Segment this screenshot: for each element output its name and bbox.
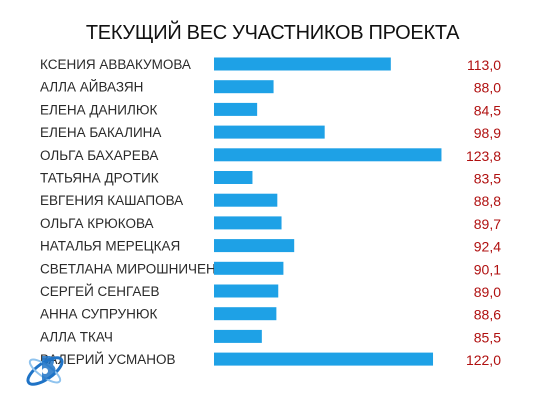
data-label: 122,0 [466, 352, 501, 368]
category-label: ЕЛЕНА БАКАЛИНА [40, 125, 161, 140]
data-label: 89,0 [474, 284, 501, 300]
bar [214, 261, 284, 275]
category-label: ОЛЬГА КРЮКОВА [40, 216, 154, 231]
category-label: СЕРГЕЙ СЕНГАЕВ [40, 284, 159, 299]
category-label: ВАЛЕРИЙ УСМАНОВ [40, 352, 176, 367]
data-label: 90,1 [474, 261, 501, 277]
category-label: ТАТЬЯНА ДРОТИК [40, 171, 159, 186]
data-label: 113,0 [467, 57, 501, 73]
bar [214, 171, 253, 184]
bar [214, 57, 391, 71]
data-label: 98,9 [474, 125, 501, 141]
data-label: 84,5 [474, 102, 501, 118]
data-label: 85,5 [474, 329, 501, 345]
bar [214, 193, 278, 207]
bar [214, 216, 282, 230]
category-label: КСЕНИЯ АВВАКУМОВА [40, 57, 191, 72]
data-label: 88,6 [474, 307, 501, 323]
category-label: ОЛЬГА БАХАРЕВА [40, 148, 158, 163]
category-label: АЛЛА АЙВАЗЯН [40, 80, 143, 95]
bar [214, 80, 274, 94]
chart-title: ТЕКУЩИЙ ВЕС УЧАСТНИКОВ ПРОЕКТА [85, 22, 460, 44]
bar [214, 102, 258, 116]
bar [214, 352, 434, 366]
category-label: НАТАЛЬЯ МЕРЕЦКАЯ [40, 239, 180, 254]
bar [214, 148, 442, 162]
bar [214, 239, 295, 253]
bar [214, 284, 279, 298]
data-label: 92,4 [474, 239, 501, 255]
data-label: 83,5 [474, 171, 501, 187]
category-label: СВЕТЛАНА МИРОШНИЧЕНКО [40, 261, 234, 276]
category-label: АННА СУПРУНЮК [40, 307, 158, 322]
data-label: 89,7 [474, 216, 501, 232]
category-label: ЕЛЕНА ДАНИЛЮК [40, 102, 157, 117]
data-label: 88,0 [474, 80, 501, 96]
bar [214, 329, 262, 343]
bar [214, 307, 277, 321]
bar [214, 125, 325, 139]
logo-icon [26, 356, 64, 386]
category-label: АЛЛА ТКАЧ [40, 329, 113, 344]
data-label: 88,8 [474, 193, 501, 209]
data-label: 123,8 [466, 148, 501, 164]
category-label: ЕВГЕНИЯ КАШАПОВА [40, 193, 183, 208]
